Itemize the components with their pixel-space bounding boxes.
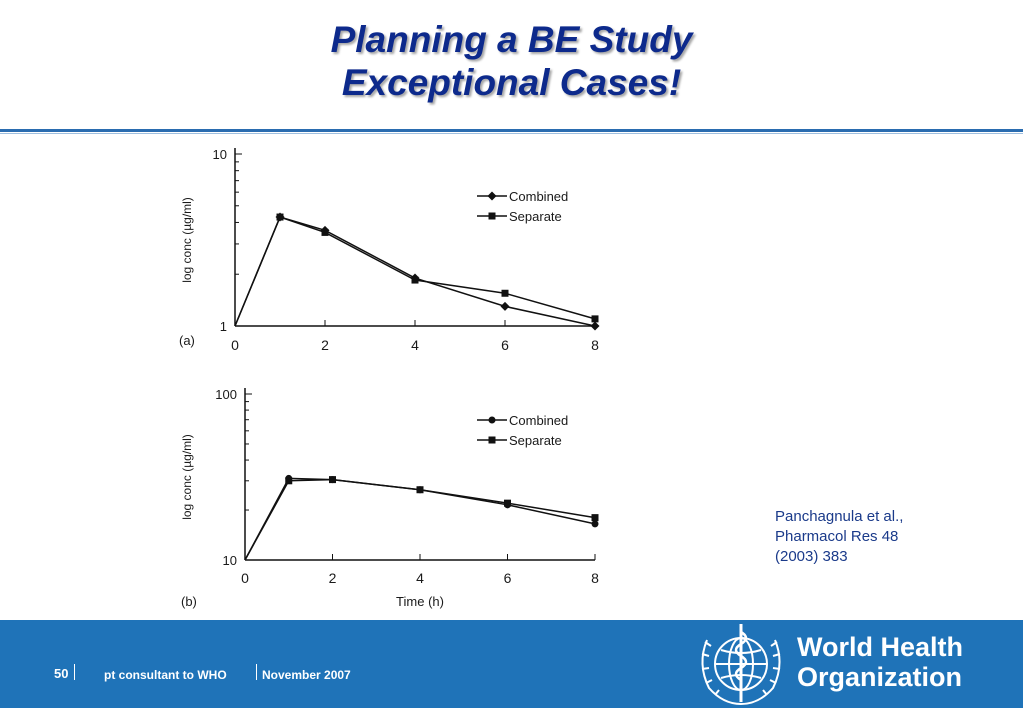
data-point-separate: [285, 477, 293, 485]
data-point-separate: [504, 499, 511, 507]
data-point-combined: [590, 321, 600, 331]
footer-separator-2: [256, 664, 257, 680]
who-emblem-icon: [701, 624, 781, 705]
citation-line-1: Panchagnula et al.,: [775, 508, 904, 525]
x-tick-label: 6: [501, 337, 509, 353]
data-point-combined: [500, 301, 510, 311]
title-line-1: Planning a BE Study: [330, 19, 693, 60]
legend-label-separate: Separate: [509, 433, 562, 448]
data-point-separate: [591, 315, 599, 323]
citation-line-3: (2003) 383: [775, 548, 848, 565]
slide-title: Planning a BE Study Exceptional Cases!: [0, 18, 1023, 104]
x-tick-label: 0: [231, 337, 239, 353]
data-point-separate: [591, 514, 599, 522]
series-line-separate: [234, 216, 596, 327]
data-point-separate: [321, 228, 329, 236]
data-point-separate: [416, 486, 424, 494]
panel-label: (a): [179, 333, 195, 348]
footer-separator-1: [74, 664, 75, 680]
x-tick-label: 2: [329, 570, 337, 586]
title-divider: [0, 129, 1023, 132]
legend-label-separate: Separate: [509, 209, 562, 224]
title-divider-thin: [0, 133, 1023, 134]
who-name-line-2: Organization: [797, 662, 963, 692]
x-tick-label: 4: [416, 570, 424, 586]
y-tick-label: 100: [215, 387, 237, 402]
citation: Panchagnula et al., Pharmacol Res 48 (20…: [775, 507, 995, 567]
data-point-combined: [591, 520, 599, 528]
x-axis-label: Time (h): [396, 594, 444, 609]
legend-label-combined: Combined: [509, 413, 568, 428]
data-point-separate: [501, 289, 509, 297]
footer-date: November 2007: [262, 668, 351, 682]
legend-marker-combined: [488, 416, 496, 424]
legend-marker-combined: [487, 191, 497, 201]
y-axis-label: log conc (µg/ml): [180, 434, 194, 520]
data-point-separate: [411, 276, 419, 284]
x-tick-label: 4: [411, 337, 419, 353]
legend-marker-separate: [488, 212, 496, 220]
panel-label: (b): [181, 594, 197, 609]
who-name-line-1: World Health: [797, 632, 964, 662]
y-tick-label: 10: [213, 147, 227, 162]
y-tick-label: 10: [223, 553, 237, 568]
x-tick-label: 8: [591, 337, 599, 353]
x-tick-label: 6: [504, 570, 512, 586]
who-name: World Health Organization: [797, 632, 963, 692]
data-point-separate: [276, 213, 284, 221]
footer-left-text: pt consultant to WHO: [104, 668, 227, 682]
x-tick-label: 8: [591, 570, 599, 586]
page-number: 50: [54, 666, 69, 681]
series-line-separate: [244, 478, 596, 561]
y-axis-label: log conc (µg/ml): [180, 197, 194, 283]
x-tick-label: 0: [241, 570, 249, 586]
title-line-2: Exceptional Cases!: [341, 62, 682, 103]
series-line-combined: [234, 216, 596, 327]
legend-label-combined: Combined: [509, 189, 568, 204]
chart-a: 1 10 0 2 4 6 8 log conc (µg/ml) (a) Combined Separ…: [179, 147, 600, 353]
y-tick-label: 1: [220, 319, 227, 334]
citation-line-2: Pharmacol Res 48: [775, 528, 899, 545]
data-point-separate: [329, 476, 336, 484]
footer-bar: [0, 620, 1023, 708]
legend-marker-separate: [488, 436, 496, 444]
chart-b: 10 100 0 2 4 6 8 log conc (µg/ml) (b) Time (h) Com…: [180, 387, 599, 609]
x-tick-label: 2: [321, 337, 329, 353]
